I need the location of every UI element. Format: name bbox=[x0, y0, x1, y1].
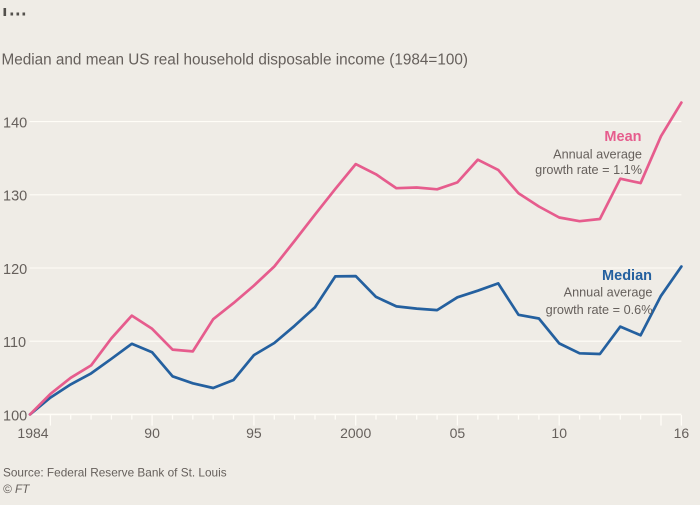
svg-text:Source: Federal Reserve Bank o: Source: Federal Reserve Bank of St. Loui… bbox=[3, 465, 227, 479]
svg-text:© FT: © FT bbox=[3, 482, 30, 496]
svg-text:90: 90 bbox=[144, 425, 160, 441]
svg-text:growth rate = 0.6%: growth rate = 0.6% bbox=[546, 303, 653, 317]
svg-text:Annual average: Annual average bbox=[564, 286, 653, 300]
svg-text:120: 120 bbox=[3, 262, 27, 278]
svg-text:110: 110 bbox=[3, 335, 26, 351]
svg-text:Mean: Mean bbox=[604, 129, 641, 145]
svg-text:Median: Median bbox=[602, 268, 652, 284]
svg-text:10: 10 bbox=[551, 425, 567, 441]
svg-text:Median and mean US real househ: Median and mean US real household dispos… bbox=[2, 52, 468, 69]
svg-text:growth rate = 1.1%: growth rate = 1.1% bbox=[535, 163, 642, 177]
svg-text:95: 95 bbox=[246, 425, 262, 441]
svg-text:05: 05 bbox=[450, 425, 466, 441]
svg-text:130: 130 bbox=[3, 189, 27, 205]
svg-text:140: 140 bbox=[3, 116, 27, 132]
svg-text:2000: 2000 bbox=[340, 425, 371, 441]
svg-text:1984: 1984 bbox=[17, 425, 48, 441]
svg-text:Annual average: Annual average bbox=[553, 148, 642, 162]
svg-text:16: 16 bbox=[674, 425, 690, 441]
svg-text:100: 100 bbox=[3, 408, 27, 424]
